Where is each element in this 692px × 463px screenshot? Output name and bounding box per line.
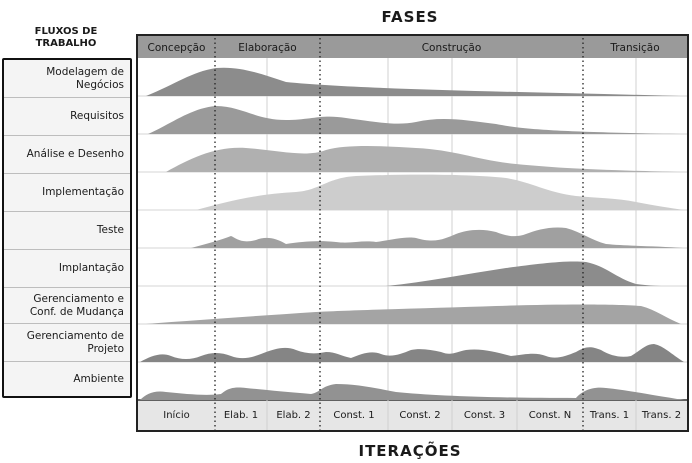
phase-label-inception: Concepção — [147, 42, 206, 54]
iteration-footer-bar — [138, 400, 687, 430]
workflow-label-config-change-mgmt: Gerenciamento e Conf. de Mudança — [4, 288, 130, 324]
curve-analysis-design — [166, 146, 681, 172]
phases-title: FASES — [381, 8, 439, 26]
workflow-label-requirements: Requisitos — [4, 98, 130, 136]
curve-test — [191, 227, 684, 248]
curve-project-mgmt — [140, 344, 684, 362]
workflow-label-deployment: Implantação — [4, 250, 130, 288]
iteration-label-const-3: Const. 3 — [463, 409, 506, 421]
workflow-label-test: Teste — [4, 212, 130, 250]
curve-business-modeling — [146, 67, 681, 96]
workflows-header: FLUXOS DE TRABALHO — [34, 26, 98, 49]
iteration-label-inicio: Início — [163, 409, 190, 421]
phases-grid-frame — [136, 34, 689, 432]
workflow-label-project-mgmt: Gerenciamento de Projeto — [4, 324, 130, 362]
curve-requirements — [148, 106, 681, 134]
iteration-label-trans-2: Trans. 2 — [641, 409, 682, 421]
iteration-label-elab-1: Elab. 1 — [223, 409, 259, 421]
iteration-label-const-1: Const. 1 — [333, 409, 375, 421]
workflow-curves — [140, 67, 684, 400]
workflow-label-environment: Ambiente — [73, 372, 124, 385]
iteration-label-const-n: Const. N — [528, 409, 572, 421]
workflows-panel: Modelagem de Negócios Requisitos Análise… — [2, 58, 132, 398]
workflow-label-business-modeling: Modelagem de Negócios — [4, 60, 130, 98]
iteration-label-trans-1: Trans. 1 — [589, 409, 630, 421]
workflow-label-analysis-design: Análise e Desenho — [4, 136, 130, 174]
workflow-label-implementation: Implementação — [4, 174, 130, 212]
iterations-title: ITERAÇÕES — [358, 442, 462, 460]
phase-header-bar — [138, 36, 687, 58]
curve-environment — [140, 384, 684, 400]
phase-label-transition: Transição — [610, 42, 660, 54]
curve-deployment — [386, 261, 666, 286]
curve-config-change — [146, 304, 681, 324]
iteration-label-elab-2: Elab. 2 — [276, 409, 311, 421]
phase-label-construction: Construção — [421, 42, 482, 54]
iteration-label-const-2: Const. 2 — [399, 409, 441, 421]
phase-label-elaboration: Elaboração — [238, 42, 297, 54]
curve-implementation — [196, 174, 684, 210]
workflow-curves-diagram — [138, 36, 687, 430]
